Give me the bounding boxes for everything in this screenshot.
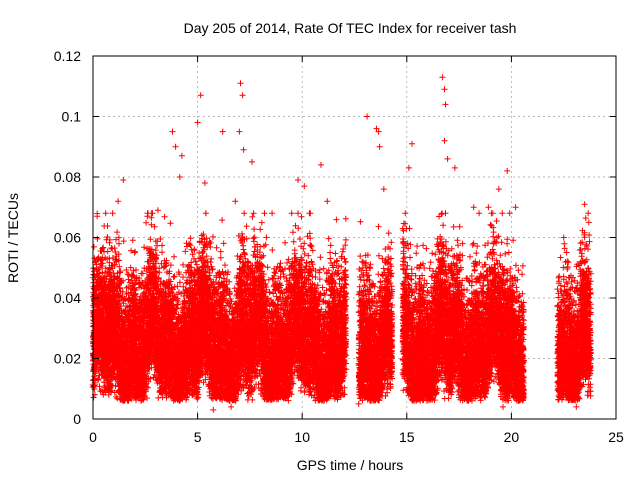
chart-title: Day 205 of 2014, Rate Of TEC Index for r… [184, 20, 517, 36]
y-tick-label: 0 [73, 411, 81, 427]
y-tick-label: 0.08 [54, 169, 81, 185]
scatter-points [90, 74, 594, 413]
y-tick-label: 0.06 [54, 230, 81, 246]
y-tick-label: 0.02 [54, 351, 81, 367]
x-tick-label: 25 [608, 429, 624, 445]
y-tick-label: 0.04 [54, 290, 81, 306]
x-tick-label: 20 [504, 429, 520, 445]
scatter-markers [90, 74, 594, 413]
x-tick-label: 10 [294, 429, 310, 445]
y-axis-label: ROTI / TECUs [5, 193, 21, 283]
x-tick-labels: 0 5 10 15 20 25 [89, 429, 624, 445]
y-tick-labels: 0 0.02 0.04 0.06 0.08 0.1 0.12 [54, 48, 81, 427]
x-tick-label: 15 [399, 429, 415, 445]
grid [93, 56, 616, 419]
x-tick-label: 0 [89, 429, 97, 445]
x-axis-label: GPS time / hours [297, 457, 404, 473]
x-tick-label: 5 [194, 429, 202, 445]
y-tick-label: 0.1 [62, 109, 82, 125]
axis-ticks [92, 55, 617, 420]
y-tick-label: 0.12 [54, 48, 81, 64]
